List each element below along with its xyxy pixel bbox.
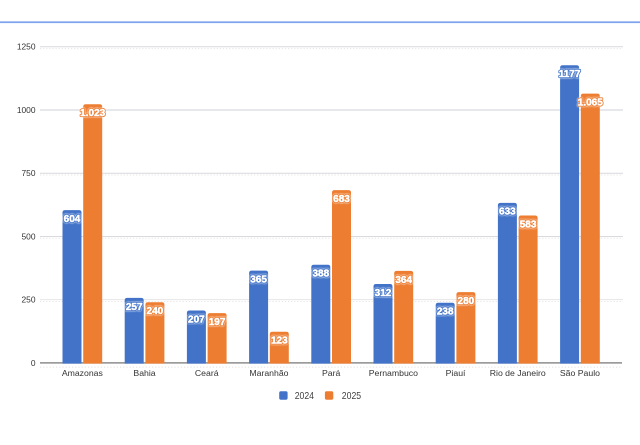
svg-text:583: 583 xyxy=(520,219,537,230)
svg-text:364: 364 xyxy=(395,275,412,286)
svg-text:240: 240 xyxy=(147,306,164,317)
svg-text:Bahia: Bahia xyxy=(133,368,155,378)
svg-text:207: 207 xyxy=(188,314,205,325)
svg-text:604: 604 xyxy=(64,214,81,225)
svg-text:583: 583 xyxy=(520,219,537,230)
svg-text:0: 0 xyxy=(31,358,36,368)
svg-text:Piauí: Piauí xyxy=(446,368,466,378)
svg-text:683: 683 xyxy=(333,194,350,205)
svg-text:312: 312 xyxy=(375,288,392,299)
svg-text:197: 197 xyxy=(209,317,226,328)
svg-text:238: 238 xyxy=(437,307,454,318)
svg-text:312: 312 xyxy=(375,288,392,299)
svg-text:750: 750 xyxy=(22,168,36,178)
svg-text:Amazonas: Amazonas xyxy=(62,368,104,378)
svg-text:604: 604 xyxy=(64,214,81,225)
svg-text:250: 250 xyxy=(22,295,36,305)
svg-text:2024: 2024 xyxy=(295,391,315,402)
svg-text:2025: 2025 xyxy=(342,391,362,402)
svg-text:207: 207 xyxy=(188,314,205,325)
svg-text:197: 197 xyxy=(209,317,226,328)
svg-text:312: 312 xyxy=(375,288,392,299)
svg-text:Maranhão: Maranhão xyxy=(249,368,288,378)
svg-text:257: 257 xyxy=(126,302,143,313)
svg-text:Pará: Pará xyxy=(322,368,341,378)
svg-text:604: 604 xyxy=(64,214,81,225)
svg-text:1177: 1177 xyxy=(559,69,581,80)
svg-text:Ceará: Ceará xyxy=(195,368,219,378)
svg-text:240: 240 xyxy=(147,306,164,317)
svg-text:257: 257 xyxy=(126,302,143,313)
svg-text:633: 633 xyxy=(499,207,516,218)
svg-text:1250: 1250 xyxy=(17,42,36,52)
svg-text:1.065: 1.065 xyxy=(578,97,603,108)
svg-text:257: 257 xyxy=(126,302,143,313)
svg-text:388: 388 xyxy=(312,269,329,280)
svg-text:Pernambuco: Pernambuco xyxy=(369,368,418,378)
svg-text:197: 197 xyxy=(209,317,226,328)
svg-text:365: 365 xyxy=(250,275,267,286)
svg-text:1000: 1000 xyxy=(17,105,36,115)
svg-text:280: 280 xyxy=(458,296,475,307)
svg-text:1.023: 1.023 xyxy=(80,108,105,119)
svg-text:1177: 1177 xyxy=(559,69,581,80)
svg-text:123: 123 xyxy=(271,336,288,347)
svg-text:1.065: 1.065 xyxy=(578,97,603,108)
svg-text:583: 583 xyxy=(520,219,537,230)
svg-text:500: 500 xyxy=(22,231,36,241)
svg-text:1.023: 1.023 xyxy=(80,108,105,119)
svg-text:1.023: 1.023 xyxy=(80,108,105,119)
svg-text:280: 280 xyxy=(458,296,475,307)
svg-text:365: 365 xyxy=(250,275,267,286)
svg-text:207: 207 xyxy=(188,314,205,325)
svg-text:683: 683 xyxy=(333,194,350,205)
svg-text:364: 364 xyxy=(395,275,412,286)
svg-text:280: 280 xyxy=(458,296,475,307)
svg-text:123: 123 xyxy=(271,336,288,347)
svg-text:365: 365 xyxy=(250,275,267,286)
svg-text:240: 240 xyxy=(147,306,164,317)
svg-text:364: 364 xyxy=(395,275,412,286)
svg-text:Rio de Janeiro: Rio de Janeiro xyxy=(490,368,546,378)
svg-text:238: 238 xyxy=(437,307,454,318)
svg-text:633: 633 xyxy=(499,207,516,218)
svg-text:238: 238 xyxy=(437,307,454,318)
svg-text:388: 388 xyxy=(312,269,329,280)
svg-text:1177: 1177 xyxy=(559,69,581,80)
svg-text:São Paulo: São Paulo xyxy=(560,368,600,378)
svg-text:1.065: 1.065 xyxy=(578,97,603,108)
svg-text:388: 388 xyxy=(312,269,329,280)
svg-text:123: 123 xyxy=(271,336,288,347)
svg-text:683: 683 xyxy=(333,194,350,205)
svg-text:633: 633 xyxy=(499,207,516,218)
